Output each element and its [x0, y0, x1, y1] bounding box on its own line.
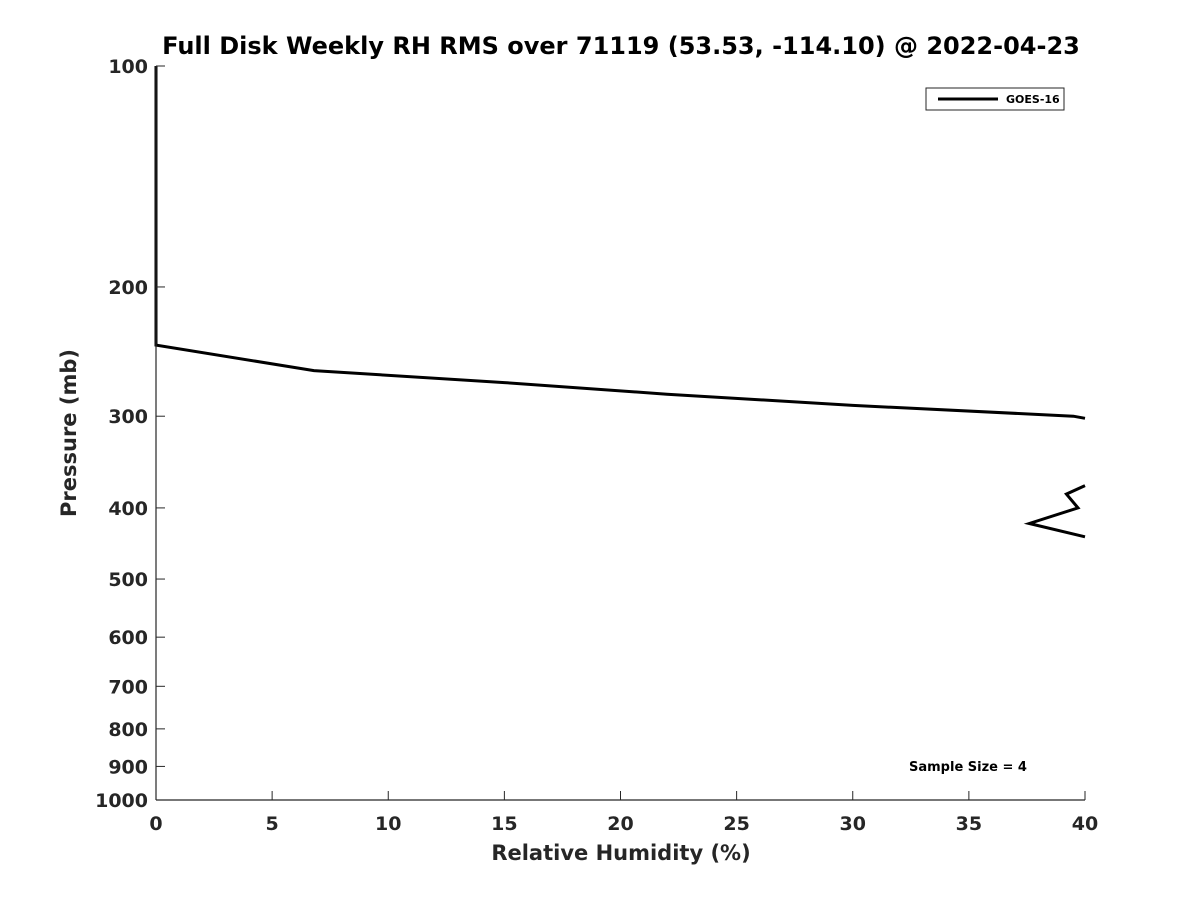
x-axis-label: Relative Humidity (%): [491, 841, 750, 865]
legend-entry-goes-16: GOES-16: [1006, 93, 1060, 106]
y-tick-label: 400: [108, 498, 148, 520]
y-tick-label: 300: [108, 406, 148, 428]
x-tick-label: 10: [375, 813, 401, 835]
y-tick-label: 800: [108, 719, 148, 741]
y-tick-label: 500: [108, 569, 148, 591]
y-tick-label: 200: [108, 277, 148, 299]
x-tick-label: 15: [491, 813, 517, 835]
y-tick-label: 700: [108, 676, 148, 698]
x-tick-label: 20: [607, 813, 633, 835]
series-line-goes-16: [1023, 484, 1086, 539]
legend: GOES-16: [925, 87, 1065, 111]
x-tick-label: 5: [266, 813, 279, 835]
x-tick-label: 0: [149, 813, 162, 835]
sample-size-annotation: Sample Size = 4: [909, 760, 1027, 775]
y-tick-label: 600: [108, 627, 148, 649]
y-axis-label: Pressure (mb): [57, 349, 81, 517]
y-tick-label: 1000: [95, 790, 148, 812]
axes: [155, 65, 1086, 801]
chart-title: Full Disk Weekly RH RMS over 71119 (53.5…: [162, 32, 1080, 60]
x-tick-label: 40: [1072, 813, 1098, 835]
y-tick-label: 900: [108, 756, 148, 778]
x-tick-label: 25: [723, 813, 749, 835]
tick-labels: 0 5 10 15 20 25 30 35 40 100 200 300 400 500 600 700 800…: [95, 56, 1098, 835]
x-tick-label: 30: [840, 813, 866, 835]
y-tick-label: 100: [108, 56, 148, 78]
x-tick-label: 35: [956, 813, 982, 835]
